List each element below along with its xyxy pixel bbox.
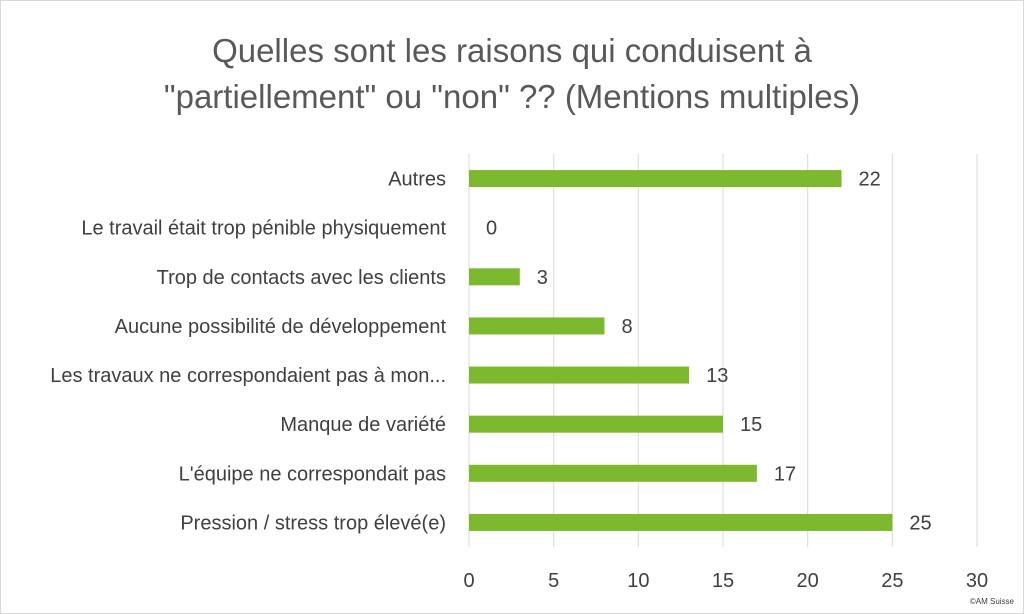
data-label: 22 (859, 169, 881, 191)
bar (469, 415, 723, 433)
x-tick-label: 5 (548, 570, 559, 592)
category-labels: Autres Le travail était trop pénible phys… (50, 169, 446, 535)
category-label: Les travaux ne correspondaient pas à mon… (50, 365, 446, 387)
category-label: Trop de contacts avec les clients (157, 267, 446, 289)
category-label: Pression / stress trop élevé(e) (180, 512, 446, 534)
data-label: 15 (740, 414, 762, 436)
data-label: 3 (537, 267, 548, 289)
chart-title-line-1: Quelles sont les raisons qui conduisent … (212, 32, 812, 69)
bar (469, 366, 690, 384)
gridlines (468, 154, 978, 547)
chart-title-line-2: "partiellement" ou "non" ?? (Mentions mu… (163, 78, 861, 115)
x-tick-label: 25 (881, 570, 903, 592)
category-label: Aucune possibilité de développement (115, 316, 447, 338)
bars (469, 170, 893, 531)
category-label: Le travail était trop pénible physiqueme… (81, 218, 446, 240)
category-label: Manque de variété (280, 414, 446, 436)
data-label: 17 (774, 463, 796, 485)
value-labels: 22 0 3 8 13 15 17 25 (486, 169, 932, 535)
credit-text: ©AM Suisse (969, 597, 1014, 606)
chart-title: Quelles sont les raisons qui conduisent … (0, 28, 1024, 120)
data-label: 25 (909, 512, 931, 534)
x-tick-label: 20 (797, 570, 819, 592)
data-label: 8 (621, 316, 632, 338)
x-tick-labels: 0 5 10 15 20 25 30 (463, 570, 988, 592)
bar (469, 268, 520, 286)
category-label: L'équipe ne correspondait pas (179, 463, 446, 485)
x-tick-label: 30 (966, 570, 988, 592)
data-label: 0 (486, 218, 497, 240)
bar (469, 464, 757, 482)
x-tick-label: 10 (627, 570, 649, 592)
bar (469, 317, 605, 335)
bar (469, 513, 893, 531)
x-tick-label: 0 (463, 570, 474, 592)
data-label: 13 (706, 365, 728, 387)
x-tick-label: 15 (712, 570, 734, 592)
bar (469, 170, 842, 188)
category-label: Autres (388, 169, 446, 191)
